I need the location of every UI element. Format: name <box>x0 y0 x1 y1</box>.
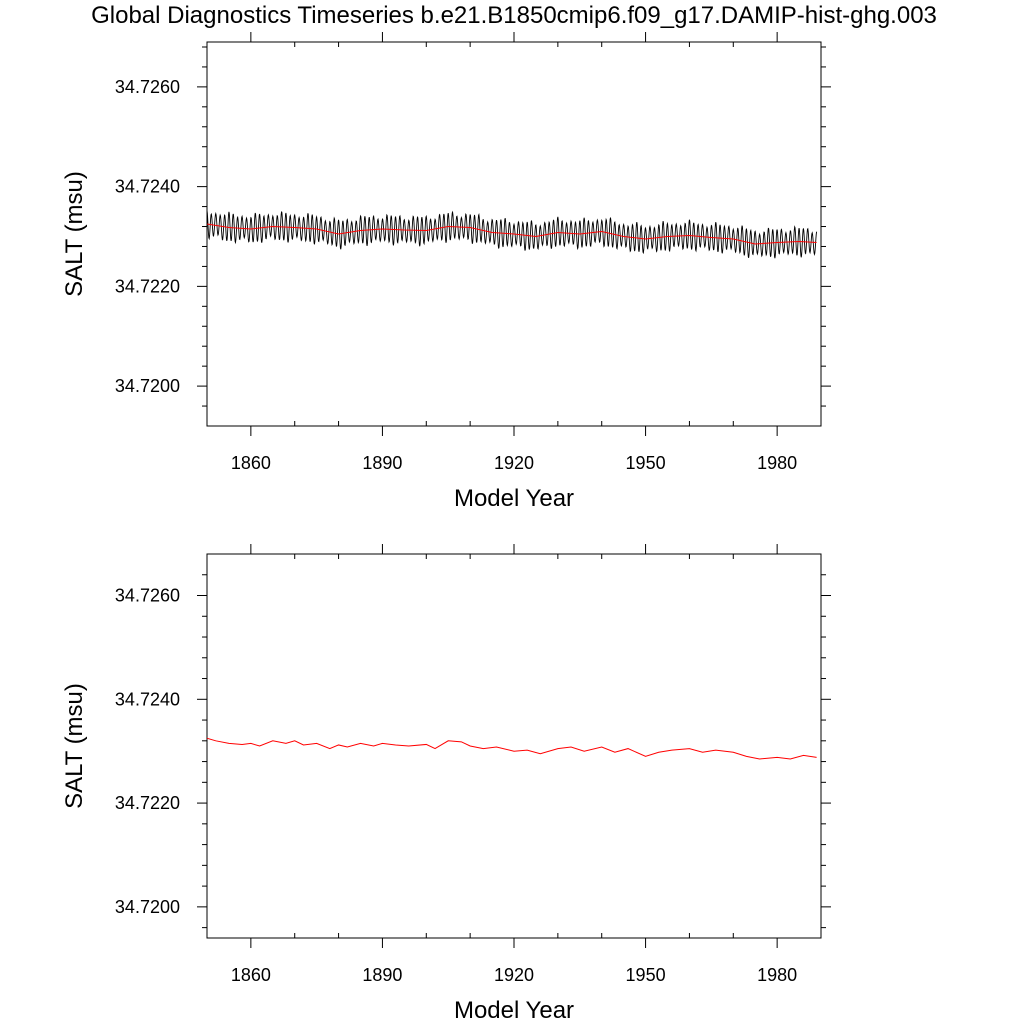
x-tick-label: 1890 <box>362 965 402 985</box>
top-panel: 1860 1890 1920 1950 1980 34.7200 34.7220 34.724… <box>61 32 831 512</box>
series-group <box>207 737 817 760</box>
x-tick-label: 1860 <box>231 453 271 473</box>
figure-title: Global Diagnostics Timeseries b.e21.B185… <box>91 2 937 29</box>
x-axis-title: Model Year <box>454 997 574 1024</box>
y-tick-label: 34.7260 <box>115 77 180 97</box>
x-tick-label: 1920 <box>494 453 534 473</box>
y-axis-title: SALT (msu) <box>61 171 88 297</box>
x-tick-label: 1950 <box>626 965 666 985</box>
y-tick-label: 34.7240 <box>115 177 180 197</box>
y-tick-label: 34.7200 <box>115 897 180 917</box>
x-tick-label: 1980 <box>757 965 797 985</box>
x-tick-label: 1980 <box>757 453 797 473</box>
monthly-series-line <box>207 210 818 259</box>
y-tick-label: 34.7220 <box>115 276 180 296</box>
y-axis-title: SALT (msu) <box>61 683 88 809</box>
y-tick-label: 34.7220 <box>115 793 180 813</box>
y-tick-label: 34.7260 <box>115 586 180 606</box>
x-tick-label: 1890 <box>362 453 402 473</box>
y-tick-label: 34.7240 <box>115 689 180 709</box>
x-tick-label: 1950 <box>626 453 666 473</box>
y-tick-label: 34.7200 <box>115 376 180 396</box>
annual-series-line <box>207 223 817 245</box>
x-axis-title: Model Year <box>454 485 574 512</box>
x-tick-label: 1920 <box>494 965 534 985</box>
x-tick-label: 1860 <box>231 965 271 985</box>
series-group <box>207 210 818 259</box>
bottom-panel: 1860 1890 1920 1950 1980 34.7200 34.7220 34.724… <box>61 544 831 1024</box>
annual-series-line <box>207 737 817 760</box>
